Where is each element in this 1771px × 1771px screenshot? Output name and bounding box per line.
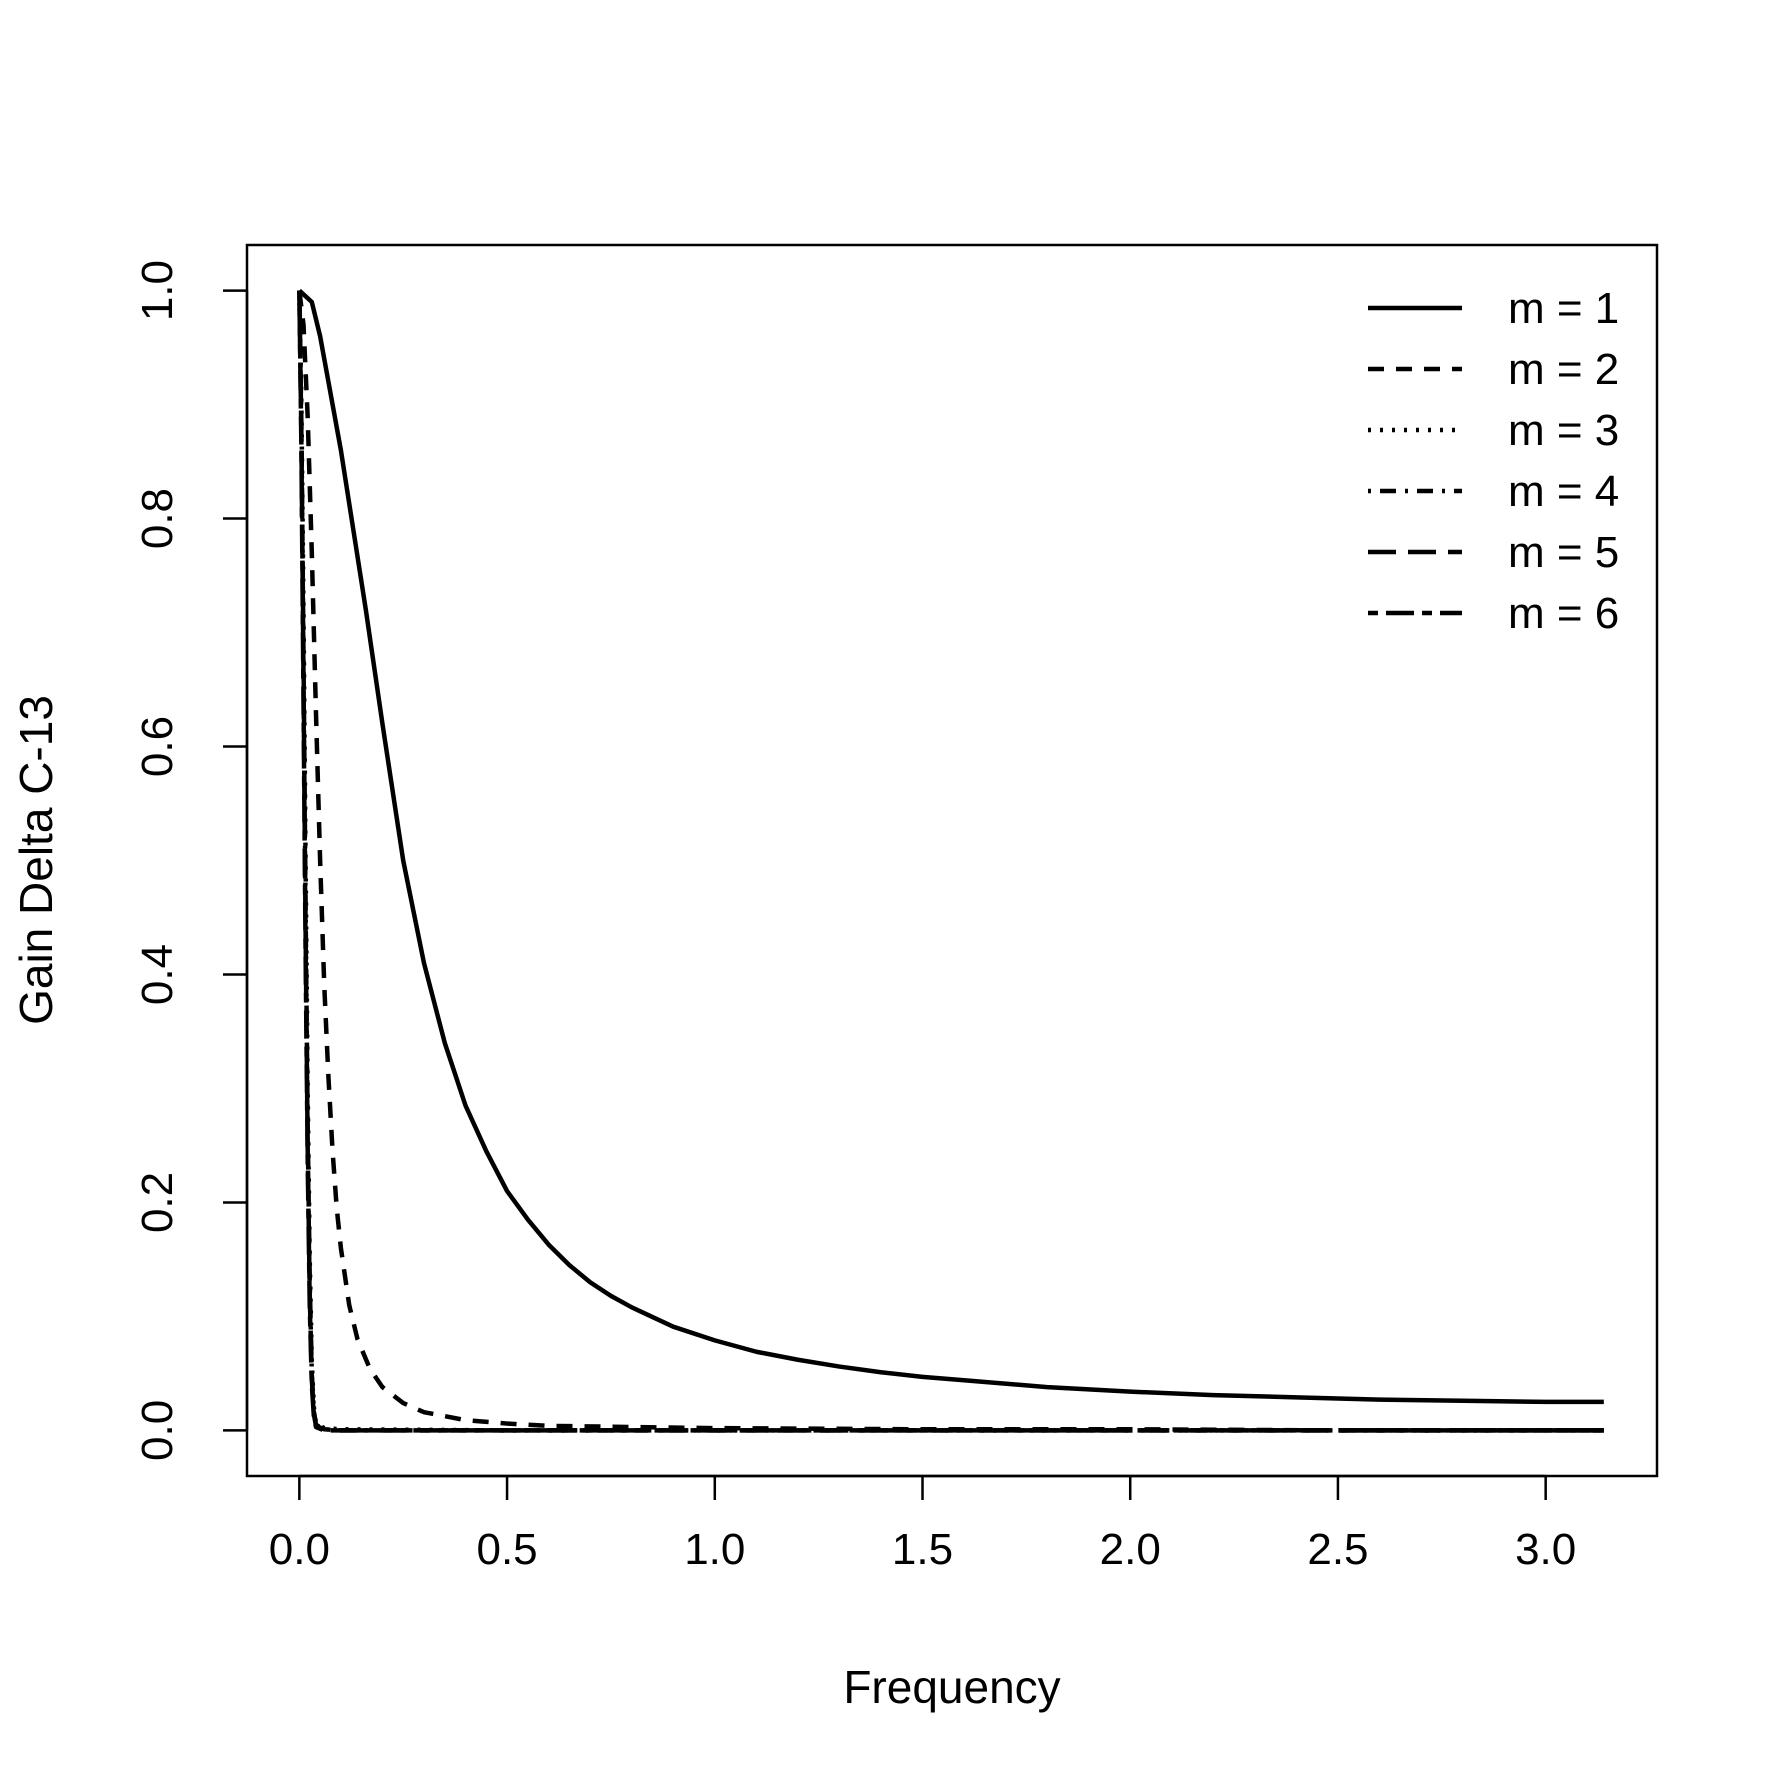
y-tick-label: 1.0 [133, 260, 182, 321]
y-axis-label: Gain Delta C-13 [10, 695, 62, 1025]
legend-label-m1: m = 1 [1508, 284, 1619, 333]
x-tick-label: 1.5 [892, 1525, 953, 1574]
x-tick-label: 3.0 [1515, 1525, 1576, 1574]
legend-label-m5: m = 5 [1508, 528, 1619, 577]
x-tick-label: 2.5 [1307, 1525, 1368, 1574]
x-tick-label: 0.5 [476, 1525, 537, 1574]
x-tick-label: 0.0 [269, 1525, 330, 1574]
y-tick-label: 0.6 [133, 716, 182, 777]
legend-label-m2: m = 2 [1508, 345, 1619, 394]
legend-label-m3: m = 3 [1508, 406, 1619, 455]
series-layer [297, 288, 1604, 1433]
y-tick-label: 0.4 [133, 944, 182, 1005]
y-axis: 0.0 0.2 0.4 0.6 0.8 1.0 [133, 260, 249, 1461]
y-tick-label: 0.8 [133, 488, 182, 549]
x-tick-label: 2.0 [1100, 1525, 1161, 1574]
x-tick-label: 1.0 [684, 1525, 745, 1574]
x-axis: 0.0 0.5 1.0 1.5 2.0 2.5 3.0 [269, 1474, 1576, 1574]
series-line-m6 [297, 290, 1604, 1433]
x-axis-label: Frequency [843, 1661, 1060, 1713]
y-tick-label: 0.0 [133, 1400, 182, 1461]
series-line-m1 [297, 288, 1604, 1405]
legend-label-m6: m = 6 [1508, 589, 1619, 638]
legend: m = 1 m = 2 m = 3 m = 4 m = 5 m = 6 [1368, 284, 1619, 638]
legend-label-m4: m = 4 [1508, 467, 1619, 516]
y-tick-label: 0.2 [133, 1172, 182, 1233]
